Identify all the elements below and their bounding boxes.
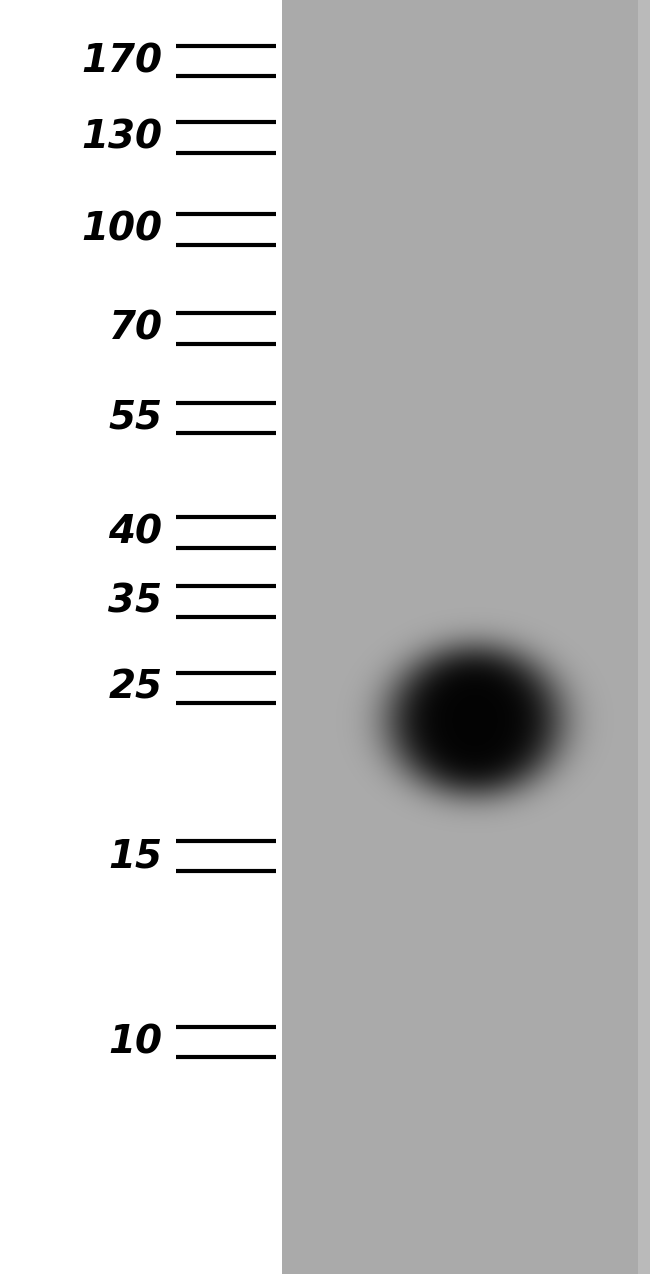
Text: 170: 170	[81, 42, 162, 80]
Text: 55: 55	[109, 399, 162, 437]
Text: 10: 10	[109, 1023, 162, 1061]
Text: 40: 40	[109, 513, 162, 552]
Text: 35: 35	[109, 582, 162, 620]
Text: 25: 25	[109, 669, 162, 707]
Text: 100: 100	[81, 210, 162, 248]
Text: 130: 130	[81, 118, 162, 157]
Text: 15: 15	[109, 837, 162, 875]
Text: 70: 70	[109, 310, 162, 348]
